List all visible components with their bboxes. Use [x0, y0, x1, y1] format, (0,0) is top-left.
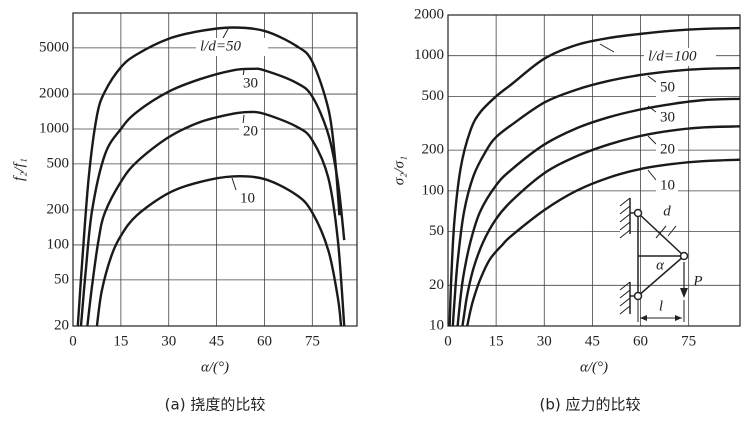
caption: (a) 挠度的比较 — [165, 396, 266, 414]
x-tick-label: 15 — [489, 333, 504, 349]
curve — [456, 97, 741, 327]
chart: 0 15 30 45 60 75 20 50 100 200 500 1000 2000 5000 f₂/f… — [11, 12, 358, 414]
x-tick-label: 30 — [537, 333, 552, 349]
leader-line — [647, 169, 657, 181]
leader-line — [647, 135, 657, 145]
curve — [448, 26, 741, 327]
label-bg — [656, 177, 678, 195]
leader-line — [231, 177, 237, 191]
y-tick-label: 2000 — [414, 6, 444, 22]
series-label: l/d=100 — [648, 48, 697, 64]
caption: (b) 应力的比较 — [540, 396, 641, 414]
x-tick-label: 30 — [161, 333, 176, 349]
y-tick-label: 50 — [429, 223, 444, 239]
x-tick-label: 60 — [633, 333, 648, 349]
plot-frame — [447, 14, 741, 327]
y-tick-label: 100 — [47, 236, 70, 252]
series-label: 30 — [243, 75, 258, 91]
label-bg — [196, 38, 268, 56]
y-tick-label: 50 — [54, 271, 69, 287]
x-axis-label: α/(°) — [201, 359, 229, 375]
x-axis-label: α/(°) — [580, 359, 608, 375]
curve — [76, 26, 341, 327]
label-bg — [656, 109, 678, 127]
x-tick-label: 15 — [113, 333, 128, 349]
x-tick-label: 75 — [305, 333, 320, 349]
series-label: 50 — [660, 79, 675, 95]
series-label: l/d=50 — [200, 38, 241, 54]
series-label: 30 — [660, 109, 675, 125]
y-tick-label: 20 — [54, 317, 69, 333]
label-bg — [656, 141, 678, 159]
curve — [461, 125, 741, 327]
label-bg — [236, 190, 258, 208]
leader-line — [599, 43, 615, 53]
leader-line — [647, 75, 657, 83]
x-tick-label: 45 — [585, 333, 600, 349]
annotation: l — [659, 298, 663, 314]
truss-inset — [619, 197, 689, 322]
y-axis-label: σ₂/σ₁ — [391, 156, 407, 185]
x-tick-label: 45 — [209, 333, 224, 349]
y-tick-label: 500 — [47, 155, 70, 171]
leader-line — [647, 105, 657, 113]
y-tick-label: 200 — [422, 142, 445, 158]
y-tick-label: 5000 — [39, 39, 69, 55]
annotation: P — [692, 273, 702, 289]
y-tick-label: 200 — [47, 201, 70, 217]
y-tick-label: 500 — [422, 88, 445, 104]
curve — [451, 66, 741, 327]
y-tick-label: 2000 — [39, 85, 69, 101]
y-tick-label: 1000 — [414, 47, 444, 63]
label-bg — [239, 75, 261, 93]
x-tick-label: 0 — [69, 333, 77, 349]
label-bg — [656, 79, 678, 97]
y-axis-label: f₂/f₁ — [11, 158, 27, 181]
plot-frame — [72, 12, 358, 327]
series-label: 10 — [240, 190, 255, 206]
leader-line — [242, 114, 245, 125]
x-tick-label: 75 — [681, 333, 696, 349]
series-label: 20 — [660, 141, 675, 157]
y-tick-label: 20 — [429, 277, 444, 293]
annotation: α — [656, 257, 665, 273]
chart: 0 15 30 45 60 75 10 20 50 100 200 500 1000 2000 σ₂/σ₁ α… — [391, 6, 741, 414]
series-label: 20 — [243, 123, 258, 139]
curve — [95, 174, 343, 327]
series-label: 10 — [660, 177, 675, 193]
x-tick-label: 60 — [257, 333, 272, 349]
curve — [79, 67, 346, 327]
curve — [466, 158, 741, 327]
label-bg — [644, 48, 716, 66]
y-tick-label: 10 — [429, 317, 444, 333]
curve — [86, 110, 346, 327]
y-tick-label: 1000 — [39, 120, 69, 136]
y-tick-label: 100 — [422, 182, 445, 198]
annotation: d — [663, 203, 671, 219]
x-tick-label: 0 — [444, 333, 452, 349]
label-bg — [239, 123, 261, 141]
